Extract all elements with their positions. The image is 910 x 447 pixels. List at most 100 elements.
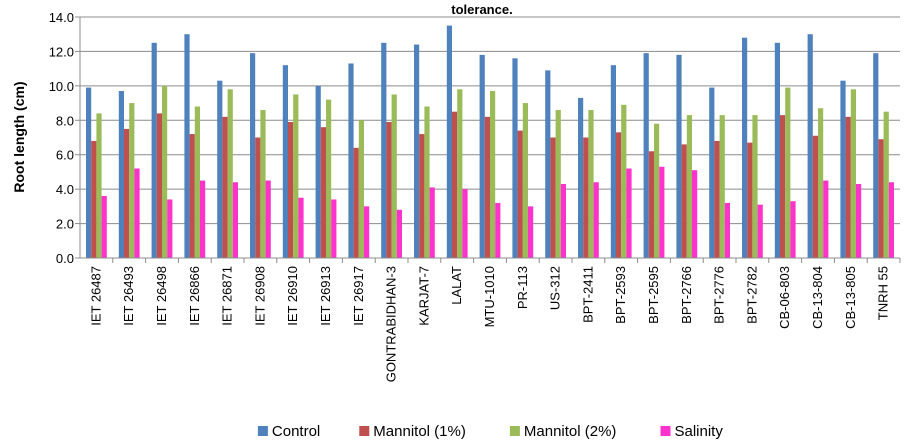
bar-mannitol-1 bbox=[616, 132, 622, 258]
bar-mannitol-1 bbox=[714, 140, 720, 258]
bar-mannitol-2 bbox=[850, 89, 856, 258]
bar-mannitol-1 bbox=[124, 128, 130, 258]
bar-mannitol-1 bbox=[353, 147, 359, 258]
y-tick-label: 6.0 bbox=[56, 148, 74, 163]
x-tick-label: CB-06-803 bbox=[777, 266, 792, 329]
bar-mannitol-1 bbox=[780, 115, 786, 258]
bar-control bbox=[840, 80, 846, 258]
bar-mannitol-1 bbox=[583, 137, 589, 258]
bar-control bbox=[643, 53, 649, 259]
legend-label: Mannitol (1%) bbox=[373, 423, 466, 440]
bar-salinity bbox=[101, 196, 107, 258]
bar-control bbox=[774, 42, 780, 259]
axes bbox=[75, 16, 901, 263]
bar-mannitol-1 bbox=[255, 137, 261, 258]
bar-salinity bbox=[888, 182, 894, 258]
bar-control bbox=[709, 87, 715, 258]
y-tick-label: 14.0 bbox=[49, 10, 74, 25]
x-tick-label: BPT-2593 bbox=[613, 266, 628, 324]
bar-mannitol-1 bbox=[156, 113, 162, 259]
bar-mannitol-2 bbox=[293, 94, 299, 258]
bar-mannitol-1 bbox=[484, 116, 490, 258]
bar-salinity bbox=[823, 180, 829, 258]
bar-salinity bbox=[396, 209, 402, 258]
bar-control bbox=[217, 80, 223, 258]
x-tick-label: BPT-2766 bbox=[679, 266, 694, 324]
bar-mannitol-1 bbox=[812, 135, 818, 258]
bar-salinity bbox=[232, 182, 238, 258]
y-tick-label: 0.0 bbox=[56, 251, 74, 266]
bar-salinity bbox=[790, 201, 796, 258]
bar-mannitol-1 bbox=[386, 122, 392, 258]
bar-control bbox=[610, 65, 616, 258]
bar-salinity bbox=[659, 166, 665, 258]
y-tick-label: 10.0 bbox=[49, 79, 74, 94]
bar-control bbox=[86, 87, 92, 258]
bar-control bbox=[184, 34, 190, 258]
bar-control bbox=[742, 37, 748, 259]
x-tick-label: MTU-1010 bbox=[482, 266, 497, 327]
bar-control bbox=[282, 65, 288, 258]
x-tick-label: PR-113 bbox=[515, 266, 530, 309]
x-tick-label: BPT-2782 bbox=[744, 266, 759, 324]
x-tick-label: IET 26871 bbox=[220, 266, 235, 326]
bar-mannitol-2 bbox=[162, 85, 168, 258]
x-tick-label: CB-13-804 bbox=[810, 266, 825, 329]
legend-label: Mannitol (2%) bbox=[524, 423, 617, 440]
bar-mannitol-1 bbox=[222, 116, 228, 258]
bar-salinity bbox=[757, 204, 763, 258]
bar-control bbox=[479, 54, 485, 258]
bar-mannitol-2 bbox=[686, 115, 692, 258]
legend-swatch bbox=[509, 426, 520, 436]
bar-mannitol-1 bbox=[550, 137, 556, 258]
legend: Control Mannitol (1%) Mannitol (2%) Salinit… bbox=[257, 423, 724, 440]
bar-mannitol-1 bbox=[288, 122, 294, 258]
bar-control bbox=[676, 54, 682, 258]
y-tick-label: 2.0 bbox=[56, 217, 74, 232]
bar-control bbox=[118, 91, 124, 259]
x-tick-label: IET 26917 bbox=[351, 266, 366, 326]
bar-mannitol-2 bbox=[129, 103, 135, 258]
bar-salinity bbox=[429, 187, 435, 258]
y-tick-label: 8.0 bbox=[56, 113, 74, 128]
bar-mannitol-2 bbox=[654, 123, 660, 258]
bar-mannitol-2 bbox=[555, 109, 561, 258]
bar-mannitol-2 bbox=[490, 91, 496, 259]
x-tick-label: BPT-2411 bbox=[580, 266, 595, 323]
x-tick-label: BPT-2595 bbox=[646, 266, 661, 324]
bar-mannitol-1 bbox=[681, 144, 687, 258]
bar-mannitol-2 bbox=[457, 89, 463, 258]
bar-control bbox=[151, 42, 157, 259]
bar-mannitol-1 bbox=[320, 127, 326, 259]
bar-control bbox=[315, 85, 321, 258]
legend-swatch bbox=[257, 426, 268, 436]
bar-control bbox=[446, 25, 452, 258]
bar-mannitol-1 bbox=[452, 111, 458, 258]
legend-label: Control bbox=[272, 423, 320, 440]
bar-mannitol-2 bbox=[883, 111, 889, 258]
x-tick-label: LALAT bbox=[449, 266, 464, 305]
bar-salinity bbox=[856, 183, 862, 258]
bar-mannitol-2 bbox=[785, 87, 791, 258]
x-tick-label: IET 26866 bbox=[187, 266, 202, 326]
bar-control bbox=[545, 70, 551, 258]
legend-swatch bbox=[660, 426, 671, 436]
x-tick-label: KARJAT-7 bbox=[416, 266, 431, 326]
bar-mannitol-2 bbox=[621, 104, 627, 259]
bar-mannitol-2 bbox=[96, 113, 102, 259]
x-tick-label: IET 26493 bbox=[121, 266, 136, 326]
legend-label: Salinity bbox=[675, 423, 724, 440]
x-tick-label: IET 26487 bbox=[88, 266, 103, 326]
y-axis-label: Root length (cm) bbox=[11, 81, 27, 192]
bar-mannitol-2 bbox=[227, 89, 233, 258]
x-tick-label: BPT-2776 bbox=[712, 266, 727, 324]
bar-mannitol-1 bbox=[648, 151, 654, 258]
legend-swatch bbox=[359, 426, 370, 436]
bar-mannitol-2 bbox=[818, 108, 824, 258]
bar-mannitol-2 bbox=[391, 94, 397, 258]
bar-control bbox=[512, 58, 518, 258]
bar-control bbox=[414, 44, 420, 258]
chart-title: tolerance. bbox=[451, 2, 512, 17]
bar-salinity bbox=[298, 197, 304, 258]
bar-salinity bbox=[692, 170, 698, 258]
